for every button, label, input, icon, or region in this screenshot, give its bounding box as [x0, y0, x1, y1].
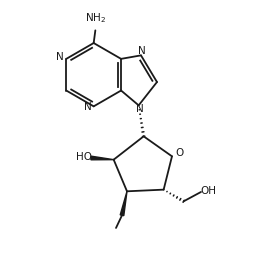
Polygon shape — [91, 156, 114, 160]
Text: NH$_2$: NH$_2$ — [85, 11, 106, 25]
Text: HO: HO — [76, 152, 92, 162]
Text: N: N — [84, 102, 91, 112]
Text: O: O — [175, 148, 183, 158]
Polygon shape — [120, 191, 127, 216]
Text: OH: OH — [200, 186, 216, 196]
Text: N: N — [136, 104, 144, 114]
Text: N: N — [138, 46, 146, 56]
Text: N: N — [56, 52, 64, 62]
